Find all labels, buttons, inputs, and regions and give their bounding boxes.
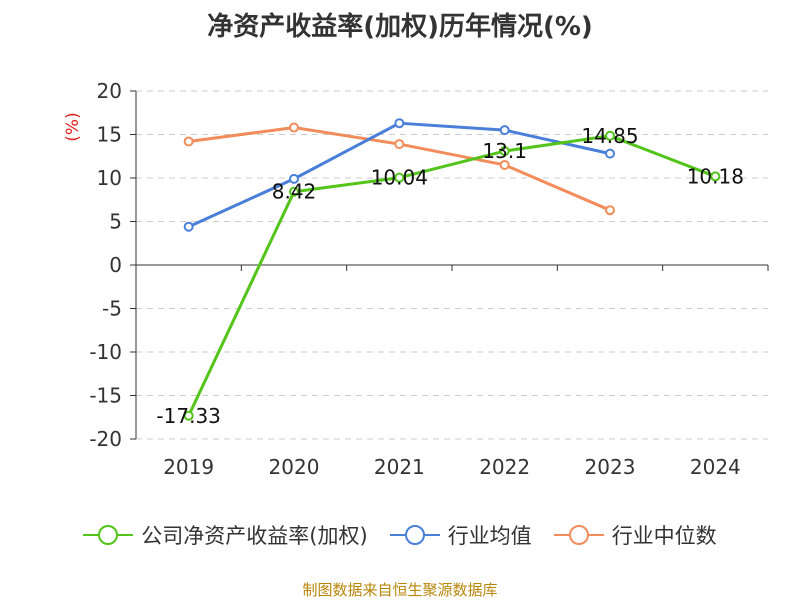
x-tick-label: 2024 — [690, 455, 741, 479]
data-point-industry-mean — [499, 125, 510, 136]
data-label: -17.33 — [156, 404, 220, 428]
legend-swatch-industry-mean — [389, 525, 440, 545]
source-note: 制图数据来自恒生聚源数据库 — [302, 581, 498, 599]
legend-item-company[interactable]: 公司净资产收益率(加权) — [83, 520, 368, 550]
legend-item-industry-median[interactable]: 行业中位数 — [553, 520, 717, 550]
legend-label-company: 公司净资产收益率(加权) — [141, 524, 368, 548]
y-axis-label: (%) — [63, 112, 83, 141]
data-point-company — [289, 186, 299, 197]
legend-swatch-company — [83, 525, 134, 545]
x-tick-label: 2019 — [163, 455, 214, 479]
legend-label-industry-median: 行业中位数 — [611, 524, 717, 548]
y-tick-label: -5 — [102, 297, 122, 321]
data-point-industry-median — [499, 159, 510, 170]
data-point-industry-median — [394, 139, 405, 150]
y-tick-label: 20 — [97, 79, 122, 103]
data-point-company — [183, 410, 194, 421]
data-point-industry-median — [289, 122, 299, 133]
legend-label-industry-mean: 行业均值 — [447, 524, 532, 548]
y-tick-label: 15 — [97, 123, 122, 147]
data-point-company — [605, 130, 615, 141]
data-point-company — [394, 172, 405, 183]
y-tick-label: -10 — [89, 340, 122, 364]
data-point-industry-mean — [183, 221, 194, 232]
data-point-industry-mean — [394, 118, 405, 129]
data-point-company — [710, 171, 721, 182]
x-tick-label: 2020 — [269, 455, 320, 479]
y-tick-label: -20 — [89, 427, 122, 451]
data-point-industry-median — [183, 136, 194, 147]
y-tick-label: 0 — [109, 253, 122, 277]
legend-item-industry-mean[interactable]: 行业均值 — [389, 520, 532, 550]
y-tick-label: 10 — [97, 166, 122, 190]
series-line-company — [187, 134, 716, 417]
legend: 公司净资产收益率(加权) 行业均值 行业中位数 — [0, 520, 800, 550]
legend-swatch-industry-median — [553, 525, 604, 545]
data-label: 13.1 — [482, 139, 527, 163]
data-label: 10.04 — [371, 166, 428, 190]
data-label: 14.85 — [581, 124, 638, 148]
y-tick-label: 5 — [109, 210, 122, 234]
x-tick-label: 2021 — [374, 455, 425, 479]
data-label: 10.18 — [687, 164, 744, 188]
y-tick-label: -15 — [89, 384, 122, 408]
data-point-industry-mean — [605, 148, 615, 159]
x-tick-label: 2023 — [585, 455, 636, 479]
x-tick-label: 2022 — [479, 455, 530, 479]
chart-title: 净资产收益率(加权)历年情况(%) — [207, 12, 593, 42]
data-point-industry-median — [605, 205, 615, 216]
data-label: 8.42 — [272, 180, 317, 204]
data-point-company — [499, 146, 510, 157]
data-point-industry-mean — [289, 173, 299, 184]
